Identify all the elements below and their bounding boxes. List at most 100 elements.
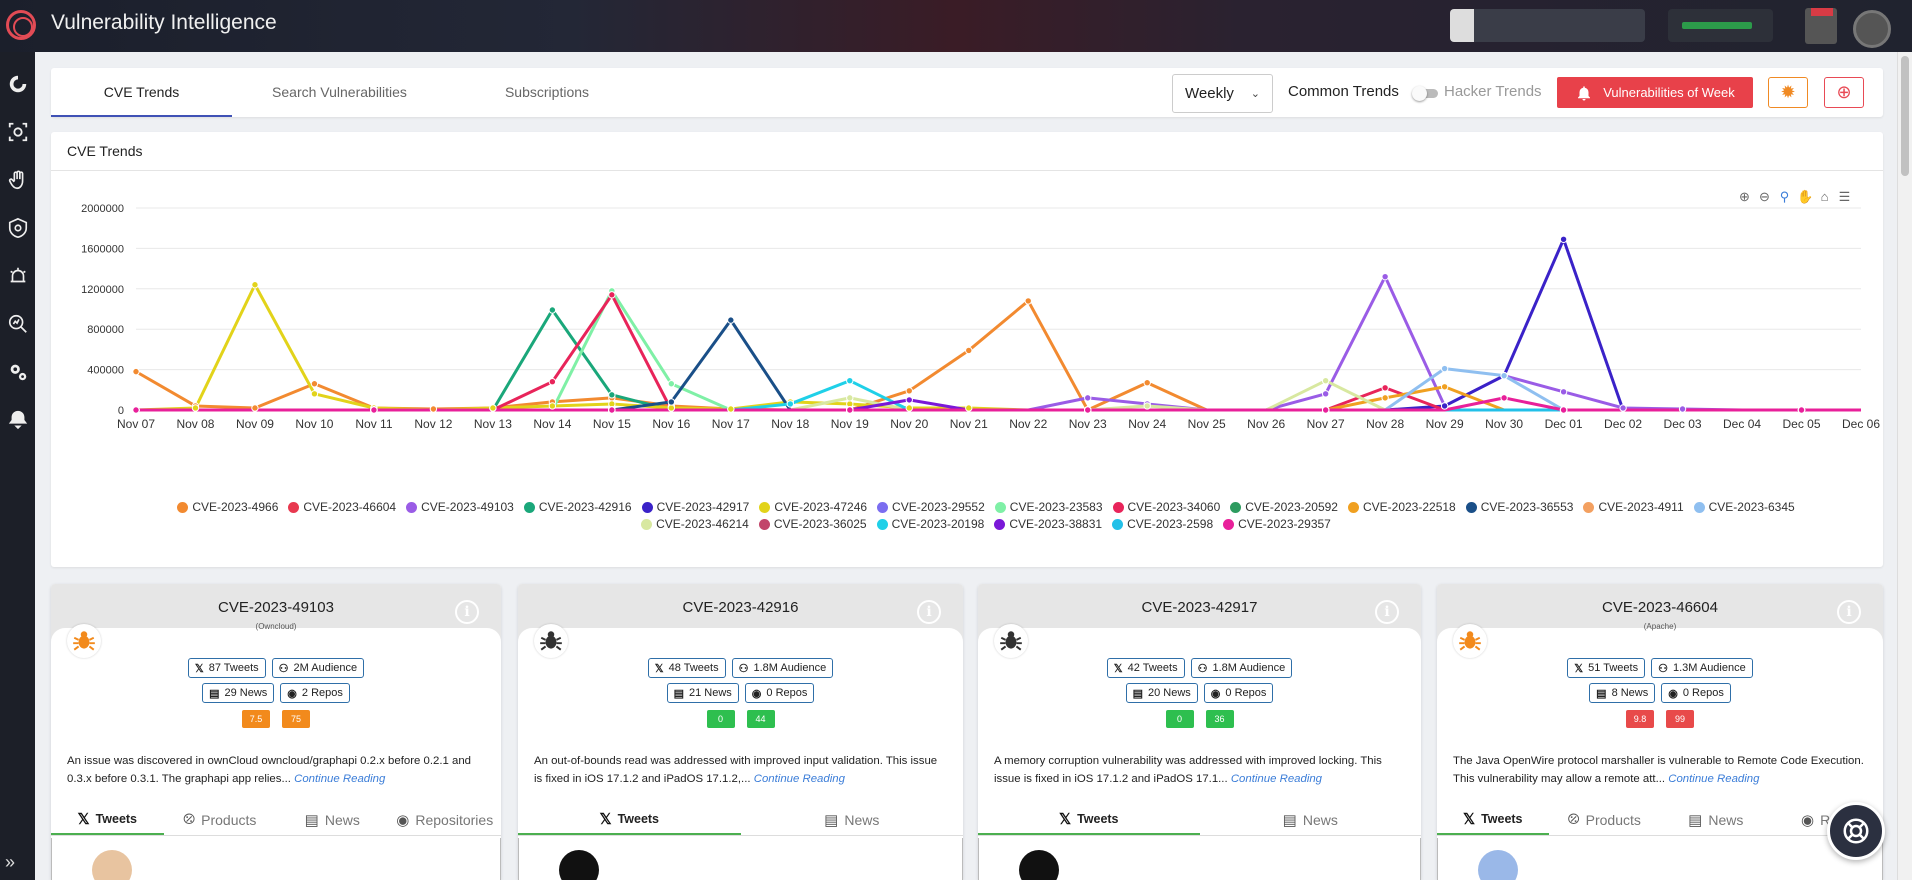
- audience-count[interactable]: ⚇ 1.3M Audience: [1651, 658, 1753, 678]
- card-tab-tweets[interactable]: 𝕏 Tweets: [51, 804, 164, 835]
- legend-item[interactable]: CVE-2023-2598: [1112, 517, 1213, 531]
- continue-reading-link[interactable]: Continue Reading: [294, 773, 386, 785]
- legend-item[interactable]: CVE-2023-23583: [994, 500, 1103, 514]
- tweets-count[interactable]: 𝕏 87 Tweets: [187, 658, 266, 678]
- legend-item[interactable]: CVE-2023-46214: [641, 517, 749, 531]
- legend-item[interactable]: CVE-2023-42917: [641, 500, 749, 514]
- add-button[interactable]: ⊕: [1824, 77, 1864, 108]
- legend-item[interactable]: CVE-2023-20198: [876, 517, 984, 531]
- app-logo[interactable]: [6, 10, 36, 40]
- legend-item[interactable]: CVE-2023-29552: [877, 500, 985, 514]
- legend-item[interactable]: CVE-2023-46604: [288, 500, 396, 514]
- hand-icon[interactable]: [5, 167, 30, 192]
- avatar[interactable]: [1478, 850, 1518, 880]
- legend-item[interactable]: CVE-2023-29357: [1223, 517, 1331, 531]
- legend-item[interactable]: CVE-2023-47246: [759, 500, 867, 514]
- news-count[interactable]: ▤ 8 News: [1589, 683, 1656, 703]
- scan-icon[interactable]: [5, 119, 30, 144]
- common-trends-label[interactable]: Common Trends: [1288, 83, 1399, 100]
- news-count[interactable]: ▤ 20 News: [1125, 683, 1198, 703]
- avatar[interactable]: [92, 850, 132, 880]
- virus-button[interactable]: ✹: [1768, 77, 1808, 108]
- card-tab-tweets[interactable]: 𝕏 Tweets: [1437, 804, 1549, 835]
- legend-item[interactable]: CVE-2023-22518: [1347, 500, 1456, 514]
- repos-count[interactable]: ◉ 0 Repos: [1203, 683, 1274, 703]
- legend-item[interactable]: CVE-2023-36553: [1465, 500, 1573, 514]
- status-indicator[interactable]: [1668, 9, 1773, 42]
- legend-item[interactable]: CVE-2023-4911: [1583, 500, 1684, 514]
- avatar[interactable]: [1019, 850, 1059, 880]
- legend-item[interactable]: CVE-2023-20592: [1230, 500, 1338, 514]
- legend-item[interactable]: CVE-2023-4966: [177, 500, 278, 514]
- zoom-select-icon[interactable]: ⚲: [1779, 189, 1790, 204]
- tweets-count[interactable]: 𝕏 42 Tweets: [1106, 658, 1185, 678]
- repos-count[interactable]: ◉ 0 Repos: [1661, 683, 1731, 703]
- page-scrollbar[interactable]: [1897, 52, 1912, 880]
- repos-count[interactable]: ◉ 2 Repos: [280, 683, 350, 703]
- cve-card[interactable]: CVE-2023-49103 (Owncloud) i 𝕏 87 Tweets ⚇…: [51, 584, 501, 880]
- zoom-in-icon[interactable]: ⊕: [1739, 189, 1750, 204]
- legend-item[interactable]: CVE-2023-38831: [994, 517, 1102, 531]
- card-tab-repositories[interactable]: ◉ Repositories: [389, 804, 502, 835]
- news-count[interactable]: ▤ 21 News: [666, 683, 739, 703]
- help-button[interactable]: [1827, 802, 1885, 860]
- zoom-out-icon[interactable]: ⊖: [1759, 189, 1770, 204]
- eye-shield-icon[interactable]: [5, 215, 30, 240]
- hacker-icon[interactable]: [5, 407, 30, 432]
- scrollbar-thumb[interactable]: [1901, 56, 1909, 176]
- card-tab-tweets[interactable]: 𝕏 Tweets: [518, 804, 741, 835]
- tab-search-vulnerabilities[interactable]: Search Vulnerabilities: [272, 84, 407, 100]
- gears-icon[interactable]: [5, 359, 30, 384]
- tweets-count[interactable]: 𝕏 51 Tweets: [1567, 658, 1646, 678]
- menu-icon[interactable]: ☰: [1838, 189, 1851, 204]
- alert-icon[interactable]: [5, 263, 30, 288]
- card-tab-products[interactable]: ⦼ Products: [164, 804, 277, 835]
- hacker-trends-label[interactable]: Hacker Trends: [1444, 83, 1542, 100]
- legend-item[interactable]: CVE-2023-6345: [1693, 500, 1795, 514]
- avatar[interactable]: [1853, 10, 1891, 48]
- card-tab-news[interactable]: ▤ News: [1200, 804, 1422, 835]
- card-tab-tweets[interactable]: 𝕏 Tweets: [978, 804, 1200, 835]
- continue-reading-link[interactable]: Continue Reading: [1230, 773, 1323, 785]
- audience-count[interactable]: ⚇ 1.8M Audience: [731, 658, 834, 678]
- audience-count[interactable]: ⚇ 2M Audience: [271, 658, 365, 678]
- legend-item[interactable]: CVE-2023-42916: [523, 500, 632, 514]
- card-tab-products[interactable]: ⦼ Products: [1549, 804, 1661, 835]
- cve-id[interactable]: CVE-2023-49103: [218, 599, 334, 616]
- avatar[interactable]: [559, 850, 599, 880]
- cve-card[interactable]: CVE-2023-42917 i 𝕏 42 Tweets ⚇ 1.8M Audien…: [978, 584, 1421, 880]
- dashboard-icon[interactable]: [5, 71, 30, 96]
- card-tab-news[interactable]: ▤ News: [276, 804, 389, 835]
- news-count[interactable]: ▤ 29 News: [202, 683, 275, 703]
- legend-item[interactable]: CVE-2023-36025: [758, 517, 867, 531]
- cve-id[interactable]: CVE-2023-42916: [682, 599, 799, 616]
- trend-line-chart[interactable]: 0 400000 800000 1200000 1600000 2000000 Nov 07…: [51, 192, 1883, 502]
- trend-toggle[interactable]: [1412, 84, 1440, 102]
- analytics-icon[interactable]: [5, 311, 30, 336]
- continue-reading-link[interactable]: Continue Reading: [753, 773, 845, 785]
- tab-cve-trends[interactable]: CVE Trends: [51, 68, 232, 117]
- expand-sidebar-icon[interactable]: »: [5, 852, 16, 872]
- tab-subscriptions[interactable]: Subscriptions: [504, 84, 590, 100]
- vulnerabilities-of-week-button[interactable]: Vulnerabilities of Week: [1557, 77, 1753, 108]
- info-icon[interactable]: i: [455, 600, 479, 624]
- continue-reading-link[interactable]: Continue Reading: [1668, 773, 1760, 785]
- reset-home-icon[interactable]: ⌂: [1820, 189, 1829, 204]
- cve-id[interactable]: CVE-2023-42917: [1141, 599, 1258, 616]
- info-icon[interactable]: i: [1375, 600, 1399, 624]
- audience-count[interactable]: ⚇ 1.8M Audience: [1190, 658, 1293, 678]
- tweets-count[interactable]: 𝕏 48 Tweets: [647, 658, 726, 678]
- notification-icon[interactable]: [1805, 8, 1837, 44]
- cve-card[interactable]: CVE-2023-46604 (Apache) i 𝕏 51 Tweets ⚇ 1.…: [1437, 584, 1883, 880]
- info-icon[interactable]: i: [1837, 600, 1861, 624]
- info-icon[interactable]: i: [917, 600, 941, 624]
- cve-id[interactable]: CVE-2023-46604: [1602, 599, 1718, 616]
- card-tab-news[interactable]: ▤ News: [741, 804, 964, 835]
- period-select[interactable]: Weekly ⌄: [1172, 74, 1273, 113]
- repos-count[interactable]: ◉ 0 Repos: [744, 683, 815, 703]
- legend-item[interactable]: CVE-2023-34060: [1112, 500, 1220, 514]
- legend-item[interactable]: CVE-2023-49103: [406, 500, 514, 514]
- cve-card[interactable]: CVE-2023-42916 i 𝕏 48 Tweets ⚇ 1.8M Audien…: [518, 584, 963, 880]
- user-menu[interactable]: [1450, 9, 1645, 42]
- pan-icon[interactable]: ✋: [1797, 189, 1814, 204]
